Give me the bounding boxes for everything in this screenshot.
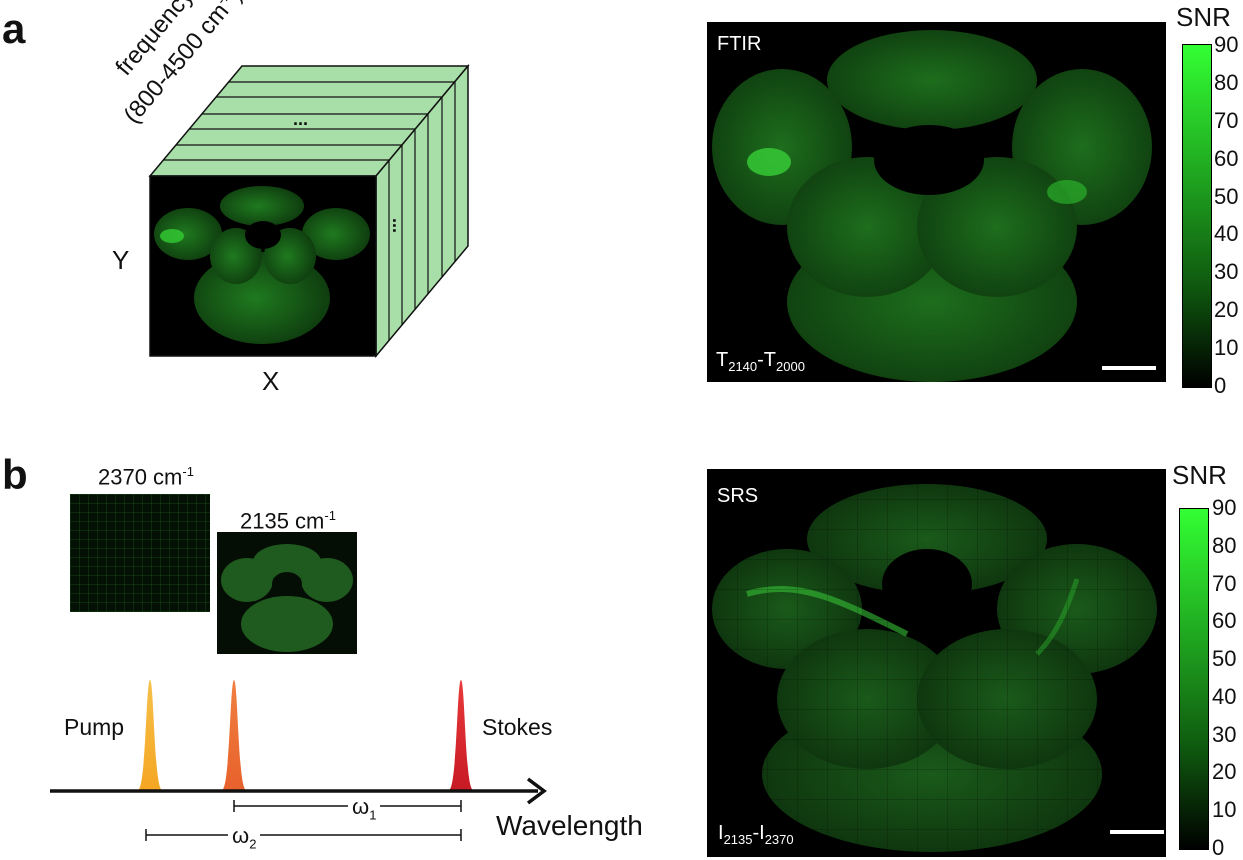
- thumb-2135-label: 2135 cm-1: [240, 508, 336, 534]
- srs-scale-bar: [1110, 830, 1164, 834]
- ftir-image: [707, 22, 1166, 382]
- srs-spectrum-diagram: [50, 680, 547, 841]
- colorbar-a: [1182, 44, 1212, 388]
- middle-peak: [222, 680, 246, 790]
- colorbar-a-title: SNR: [1176, 2, 1231, 32]
- colorbar-a-tick-20: 20: [1214, 297, 1239, 323]
- cube-x-axis-label: X: [262, 366, 280, 396]
- colorbar-a-tick-80: 80: [1214, 69, 1239, 95]
- srs-tissue: [707, 469, 1166, 857]
- cube-ellipsis-side: ...: [389, 218, 409, 234]
- panel-a-letter: a: [2, 5, 26, 52]
- wavelength-axis-arrow: [526, 777, 547, 805]
- thumb-2370-label: 2370 cm-1: [98, 464, 194, 490]
- colorbar-b-tick-20: 20: [1212, 759, 1237, 785]
- thumb-2135-image: [217, 532, 357, 654]
- stokes-label: Stokes: [482, 714, 553, 740]
- colorbar-b-tick-60: 60: [1212, 608, 1237, 634]
- colorbar-a-tick-60: 60: [1214, 145, 1239, 171]
- cube-ellipsis-top: ...: [293, 109, 309, 129]
- colorbar-b-tick-40: 40: [1212, 683, 1237, 709]
- cube-y-axis-label: Y: [112, 245, 130, 275]
- panel-b-letter: b: [2, 451, 28, 498]
- colorbar-b-tick-90: 90: [1212, 495, 1237, 520]
- wavelength-axis-label: Wavelength: [496, 810, 643, 841]
- ftir-title: FTIR: [717, 33, 762, 55]
- colorbar-b-tick-0: 0: [1212, 835, 1225, 860]
- colorbar-a-tick-0: 0: [1214, 373, 1227, 398]
- srs-image: [707, 469, 1166, 857]
- colorbar-b-tick-30: 30: [1212, 721, 1237, 747]
- thumb-2370-image: [70, 494, 210, 612]
- pump-peak: [138, 680, 162, 790]
- ftir-scale-bar: [1102, 366, 1156, 370]
- colorbar-b-title: SNR: [1172, 460, 1227, 490]
- colorbar-a-tick-40: 40: [1214, 221, 1239, 247]
- colorbar-a-tick-70: 70: [1214, 107, 1239, 133]
- colorbar-a-tick-90: 90: [1214, 32, 1239, 57]
- colorbar-a-tick-50: 50: [1214, 183, 1239, 209]
- hyperspectral-cube: [148, 63, 470, 359]
- colorbar-a-tick-30: 30: [1214, 259, 1239, 285]
- pump-label: Pump: [64, 714, 125, 740]
- srs-formula: I2135-I2370: [718, 822, 794, 847]
- srs-title: SRS: [717, 485, 759, 507]
- omega1-label: ω1: [348, 796, 381, 822]
- omega2-label: ω2: [228, 825, 261, 851]
- stokes-peak: [449, 680, 473, 790]
- colorbar-a-tick-10: 10: [1214, 335, 1239, 361]
- colorbar-b-tick-80: 80: [1212, 532, 1237, 558]
- colorbar-b: [1179, 508, 1209, 850]
- colorbar-b-tick-10: 10: [1212, 797, 1237, 823]
- colorbar-b-tick-50: 50: [1212, 646, 1237, 672]
- ftir-formula: T2140-T2000: [716, 349, 805, 374]
- colorbar-b-tick-70: 70: [1212, 570, 1237, 596]
- ftir-tissue: [712, 30, 1152, 382]
